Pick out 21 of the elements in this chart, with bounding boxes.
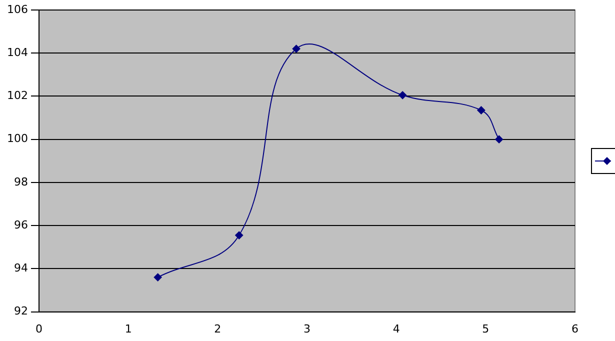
y-tick-label: 96 bbox=[14, 218, 28, 232]
y-tick-label: 98 bbox=[14, 175, 28, 188]
point bbox=[154, 273, 162, 282]
y-tick-label: 106 bbox=[6, 2, 28, 16]
point bbox=[398, 91, 407, 100]
x-tick-label: 3 bbox=[304, 322, 310, 336]
y-tick-label: 94 bbox=[14, 262, 28, 275]
y-tick-label: 102 bbox=[6, 89, 28, 102]
x-tick-label: 4 bbox=[392, 322, 400, 336]
point bbox=[495, 135, 504, 144]
x-tick-label: 0 bbox=[35, 322, 42, 336]
x-tick-label: 6 bbox=[572, 322, 578, 336]
x-tick-label: 5 bbox=[482, 322, 490, 336]
point bbox=[235, 231, 244, 240]
x-tick-label: 1 bbox=[124, 322, 132, 336]
point bbox=[477, 106, 486, 114]
y-tick-label: 100 bbox=[6, 132, 28, 146]
y-tick-label: 104 bbox=[6, 46, 28, 59]
point bbox=[292, 44, 300, 53]
y-tick-label: 92 bbox=[14, 304, 28, 318]
x-tick-label: 2 bbox=[214, 322, 222, 336]
